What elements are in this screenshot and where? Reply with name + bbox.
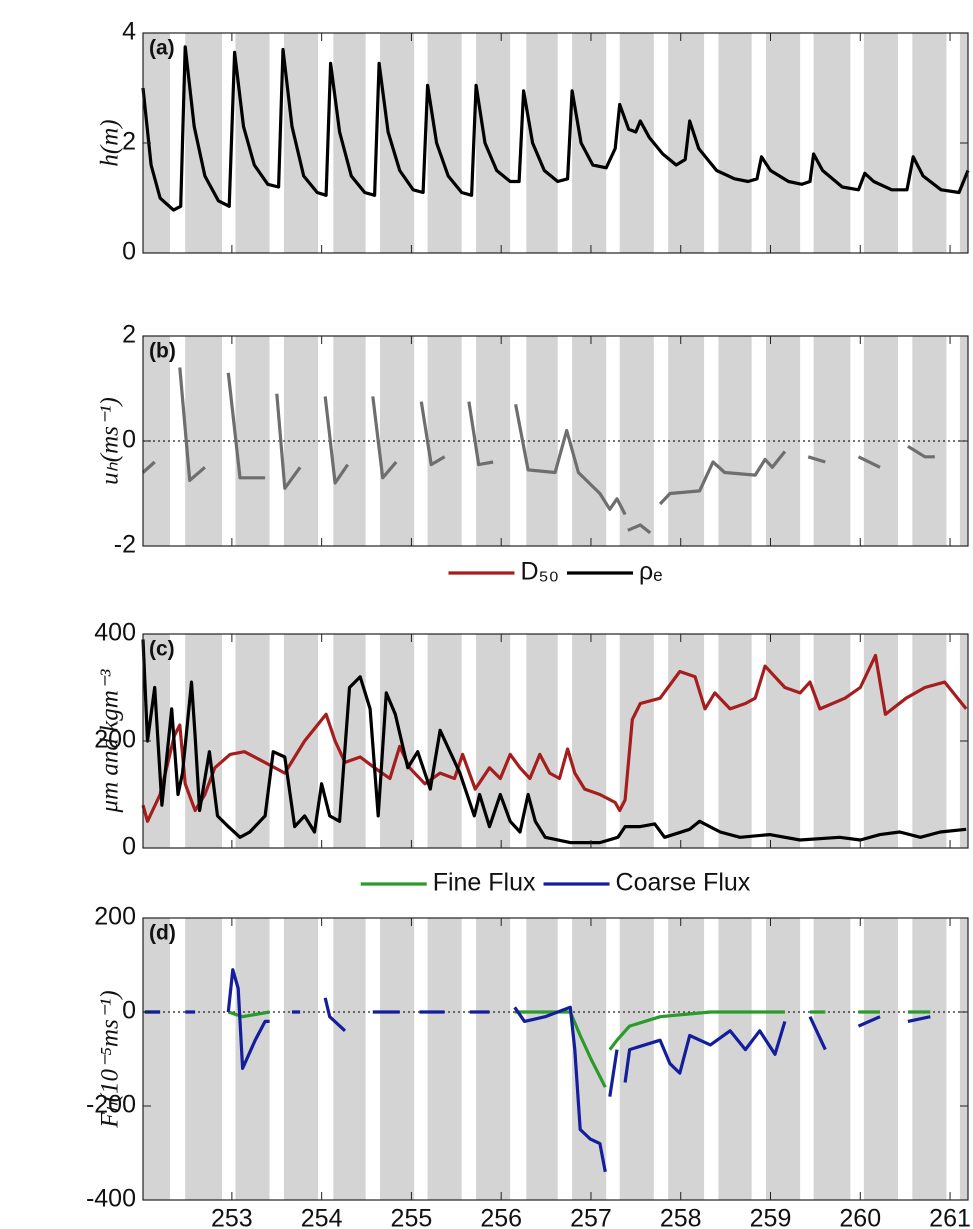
y-tick-label: 400: [94, 619, 136, 647]
legend-label: Fine Flux: [433, 869, 536, 897]
data-line: [141, 45, 970, 212]
shaded-period: [333, 634, 366, 848]
x-tick-label: 261: [929, 1205, 971, 1229]
y-tick-label: 200: [94, 726, 136, 754]
shaded-period: [959, 918, 968, 1200]
y-axis-label: h(m): [97, 119, 124, 166]
shaded-period: [718, 33, 752, 253]
panel-label: (b): [149, 340, 176, 363]
shaded-period: [143, 918, 170, 1200]
shaded-period: [235, 33, 270, 253]
data-line: [141, 639, 967, 845]
y-axis-label: μm and kgm⁻³: [97, 669, 124, 813]
y-tick-label: 200: [94, 903, 136, 931]
y-axis-label: uₕ(ms⁻¹): [97, 397, 124, 485]
data-line: [144, 968, 931, 1173]
shaded-period: [379, 33, 415, 253]
y-tick-label: 0: [122, 426, 136, 454]
shaded-period: [668, 918, 705, 1200]
x-tick-label: 255: [391, 1205, 433, 1229]
shaded-period: [476, 918, 511, 1200]
shaded-period: [427, 918, 462, 1200]
shaded-period: [912, 634, 947, 848]
shaded-period: [912, 33, 947, 253]
shaded-period: [718, 918, 752, 1200]
shaded-period: [813, 918, 851, 1200]
x-tick-label: 256: [480, 1205, 522, 1229]
data-line: [141, 653, 968, 823]
legend-label: Coarse Flux: [616, 869, 751, 897]
shaded-period: [235, 634, 270, 848]
shaded-period: [572, 634, 607, 848]
legend-label: D₅₀: [520, 558, 559, 586]
y-tick-label: -200: [86, 1091, 136, 1119]
shaded-period: [283, 634, 319, 848]
y-axis-label: Fₕ(10⁻⁵ms⁻¹): [97, 990, 124, 1128]
y-tick-label: 0: [122, 238, 136, 266]
x-tick-label: 259: [750, 1205, 792, 1229]
shaded-period: [572, 33, 607, 253]
panel-label: (c): [149, 638, 175, 661]
shaded-period: [379, 634, 415, 848]
shaded-period: [333, 33, 366, 253]
panel-label: (a): [149, 37, 175, 60]
shaded-period: [526, 918, 558, 1200]
shaded-period: [912, 918, 947, 1200]
x-tick-label: 258: [660, 1205, 702, 1229]
y-tick-label: 4: [122, 18, 136, 46]
shaded-period: [283, 33, 319, 253]
x-tick-label: 257: [570, 1205, 612, 1229]
shaded-period: [185, 918, 222, 1200]
shaded-period: [619, 33, 654, 253]
shaded-period: [283, 918, 319, 1200]
panel-label: (d): [149, 922, 176, 945]
shaded-period: [813, 634, 851, 848]
x-tick-label: 254: [301, 1205, 343, 1229]
shaded-period: [526, 634, 558, 848]
x-tick-label: 253: [211, 1205, 253, 1229]
data-line: [141, 367, 935, 535]
shaded-period: [863, 918, 898, 1200]
y-tick-label: 2: [122, 128, 136, 156]
shaded-period: [766, 918, 801, 1200]
shaded-period: [333, 918, 366, 1200]
x-tick-label: 260: [839, 1205, 881, 1229]
shaded-period: [813, 33, 851, 253]
shaded-period: [619, 634, 654, 848]
shaded-period: [379, 918, 415, 1200]
y-tick-label: 0: [122, 833, 136, 861]
y-tick-label: -400: [86, 1185, 136, 1213]
shaded-period: [185, 33, 222, 253]
shaded-period: [619, 918, 654, 1200]
y-tick-label: 0: [122, 997, 136, 1025]
shaded-period: [766, 634, 801, 848]
shaded-period: [526, 336, 558, 546]
panel-frame: [142, 917, 969, 1201]
shaded-period: [668, 634, 705, 848]
shaded-period: [766, 33, 801, 253]
y-tick-label: 2: [122, 321, 136, 349]
shaded-period: [718, 634, 752, 848]
y-tick-label: -2: [114, 531, 136, 559]
shaded-period: [427, 33, 462, 253]
legend-label: ρₑ: [639, 558, 663, 586]
shaded-period: [863, 33, 898, 253]
shaded-period: [476, 33, 511, 253]
